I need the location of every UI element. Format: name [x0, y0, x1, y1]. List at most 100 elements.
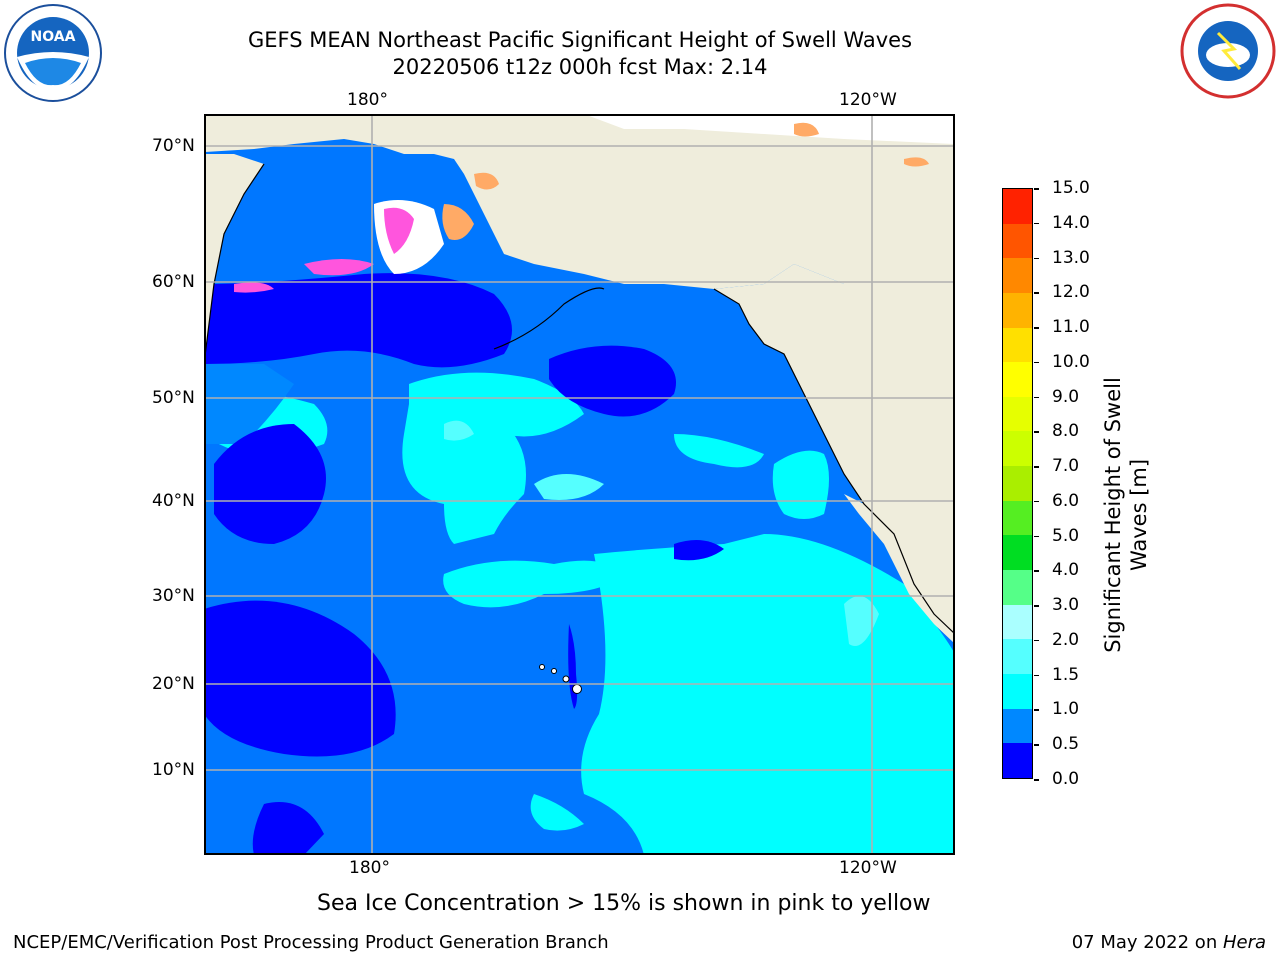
- noaa-logo: NOAA: [4, 4, 102, 102]
- nws-logo: [1180, 3, 1276, 99]
- swell-field-cyan-central: [402, 402, 526, 544]
- colorbar-tick-mark: [1034, 396, 1039, 399]
- lon-label-bottom-120w: 120°W: [839, 858, 897, 878]
- swell-field-deepblue-3: [205, 600, 396, 757]
- swell-field-lightcyan-3: [444, 420, 474, 441]
- colorbar-tick-mark: [1034, 639, 1039, 642]
- colorbar-tick-mark: [1034, 605, 1039, 607]
- swell-field-cyan-east: [674, 434, 764, 468]
- island-oahu: [551, 668, 557, 674]
- colorbar-tick-mark: [1034, 292, 1039, 294]
- swell-field-deepblue-north: [205, 273, 512, 368]
- colorbar-segment: [1003, 570, 1032, 605]
- footer-host: Hera: [1222, 932, 1266, 953]
- chart-subtitle: 20220506 t12z 000h fcst Max: 2.14: [392, 55, 768, 79]
- colorbar-tick-label: 1.5: [1052, 664, 1080, 685]
- lat-label-60n: 60°N: [152, 272, 195, 292]
- island-maui: [562, 675, 570, 683]
- colorbar-label-line2: Waves [m]: [1127, 458, 1151, 572]
- colorbar-tick-mark: [1034, 535, 1039, 538]
- land-baja: [844, 494, 954, 644]
- colorbar-tick-mark: [1034, 466, 1039, 468]
- footer-date-text: 07 May 2022 on: [1071, 932, 1223, 953]
- swell-field-cyan-southeast: [581, 534, 954, 854]
- graticule: [205, 115, 954, 854]
- colorbar-label-line1: Significant Height of Swell: [1101, 377, 1125, 653]
- colorbar-tick-label: 11.0: [1052, 317, 1090, 338]
- land-north-america-west: [714, 264, 954, 634]
- colorbar-tick-label: 12.0: [1052, 282, 1090, 303]
- colorbar-tick-mark: [1034, 431, 1039, 433]
- colorbar-segment: [1003, 258, 1032, 293]
- sea-ice-bering-2: [442, 204, 474, 240]
- swell-field-deepblue-1: [214, 424, 326, 544]
- colorbar-tick-label: 6.0: [1052, 490, 1080, 511]
- footer-date: 07 May 2022 on Hera: [1072, 932, 1266, 954]
- colorbar-tick-label: 5.0: [1052, 525, 1080, 546]
- colorbar-tick-mark: [1034, 744, 1039, 746]
- colorbar-segment: [1003, 743, 1032, 778]
- map-frame: [204, 114, 955, 855]
- land-siberia: [205, 154, 264, 356]
- colorbar-tick-label: 13.0: [1052, 247, 1090, 268]
- sea-ice-note: Sea Ice Concentration > 15% is shown in …: [317, 891, 931, 916]
- colorbar-tick-label: 0.0: [1052, 769, 1080, 789]
- noaa-logo-text: NOAA: [31, 29, 76, 45]
- coastline-west-coast: [713, 288, 954, 634]
- colorbar-segment: [1003, 639, 1032, 674]
- colorbar-segment: [1003, 362, 1032, 397]
- colorbar-tick-label: 7.0: [1052, 456, 1080, 477]
- colorbar-segment: [1003, 292, 1032, 328]
- colorbar-segment: [1003, 535, 1032, 571]
- coastline-siberia: [205, 163, 265, 361]
- colorbar-tick-mark: [1034, 779, 1039, 781]
- lat-label-20n: 20°N: [152, 674, 195, 694]
- colorbar-tick-label: 8.0: [1052, 421, 1080, 442]
- sea-ice-bering-3: [304, 259, 374, 276]
- lat-label-70n: 70°N: [152, 136, 195, 156]
- footer-branch: NCEP/EMC/Verification Post Processing Pr…: [13, 932, 609, 953]
- colorbar-tick-label: 0.5: [1052, 734, 1080, 755]
- colorbar-segments: [1003, 189, 1032, 778]
- chart-title: GEFS MEAN Northeast Pacific Significant …: [247, 28, 913, 52]
- swell-field-blue-west: [205, 364, 294, 444]
- colorbar-tick-label: 14.0: [1052, 212, 1090, 233]
- colorbar-segment: [1003, 327, 1032, 363]
- lat-label-10n: 10°N: [152, 760, 195, 780]
- swell-field-lightcyan-1: [844, 596, 879, 646]
- arctic-no-data: [586, 115, 954, 144]
- colorbar-tick-mark: [1034, 674, 1039, 677]
- colorbar-tick-mark: [1034, 570, 1039, 572]
- colorbar-segment: [1003, 604, 1032, 640]
- colorbar-tick-label: 9.0: [1052, 386, 1080, 407]
- colorbar-tick-label: 2.0: [1052, 629, 1080, 650]
- island-kauai: [539, 664, 545, 670]
- land-alaska-arctic: [205, 115, 954, 289]
- colorbar-tick-label: 15.0: [1052, 178, 1090, 198]
- colorbar-segment: [1003, 466, 1032, 501]
- colorbar-segment: [1003, 431, 1032, 467]
- lat-label-50n: 50°N: [152, 388, 195, 408]
- colorbar-tick-mark: [1034, 709, 1039, 711]
- swell-field-deepblue-4: [674, 540, 724, 561]
- colorbar: [1002, 188, 1033, 779]
- colorbar-label-wrap: Significant Height of Swell Waves [m]: [1096, 377, 1156, 653]
- colorbar-tick-mark: [1034, 361, 1039, 364]
- colorbar-tick-label: 1.0: [1052, 699, 1080, 720]
- colorbar-segment: [1003, 500, 1032, 536]
- sea-ice-bering-1: [384, 207, 414, 254]
- colorbar-segment: [1003, 189, 1032, 224]
- colorbar-segment: [1003, 396, 1032, 432]
- colorbar-tick-mark: [1034, 500, 1039, 503]
- sea-ice-beaufort: [794, 122, 819, 137]
- lon-label-top-120w: 120°W: [839, 90, 897, 110]
- colorbar-tick-mark: [1034, 222, 1039, 225]
- colorbar-tick-mark: [1034, 257, 1039, 260]
- sea-ice-kamchatka: [234, 282, 274, 293]
- swell-field-cyan-north: [409, 372, 584, 437]
- swell-field-lightcyan-2: [534, 474, 604, 500]
- colorbar-tick-label: 3.0: [1052, 595, 1080, 616]
- sea-ice-chukchi: [474, 172, 499, 190]
- coastline-aleutians: [493, 287, 605, 350]
- swell-field-cyan-coast: [772, 450, 829, 519]
